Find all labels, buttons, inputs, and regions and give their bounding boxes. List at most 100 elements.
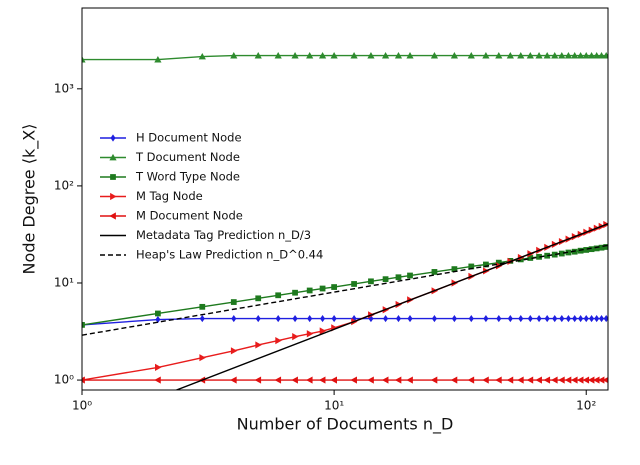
data-point — [254, 51, 262, 59]
data-point — [198, 52, 206, 60]
data-point — [496, 314, 502, 323]
data-point — [594, 314, 600, 323]
data-point — [82, 376, 85, 384]
data-point — [291, 51, 299, 59]
data-point — [318, 51, 327, 59]
legend-label: M Tag Node — [136, 189, 203, 203]
data-point — [559, 314, 565, 323]
data-point — [517, 376, 524, 384]
data-point — [578, 314, 584, 323]
data-point — [155, 310, 161, 317]
data-point — [395, 274, 402, 281]
y-tick-label: 10² — [54, 178, 74, 192]
data-point — [450, 51, 459, 59]
data-point — [526, 376, 534, 384]
data-point — [543, 51, 551, 59]
data-point — [330, 51, 338, 59]
data-point — [593, 51, 601, 59]
legend-marker — [110, 192, 117, 201]
data-point — [381, 51, 390, 59]
legend-marker — [110, 134, 116, 142]
data-point — [430, 51, 439, 59]
data-point — [535, 376, 542, 384]
data-point — [495, 51, 503, 59]
data-point — [543, 376, 551, 384]
legend-label: T Word Type Node — [135, 170, 240, 184]
data-point — [306, 330, 314, 338]
data-point — [482, 376, 489, 384]
data-point — [593, 376, 600, 384]
data-point — [467, 376, 475, 384]
data-point — [506, 376, 514, 384]
data-point — [602, 51, 608, 59]
data-point — [564, 51, 573, 59]
data-point — [350, 51, 358, 59]
data-point — [582, 51, 590, 59]
data-point — [254, 376, 262, 384]
data-point — [565, 249, 572, 256]
data-point — [495, 376, 502, 384]
data-point — [431, 314, 437, 323]
data-point — [517, 51, 525, 59]
data-point — [255, 295, 262, 302]
data-point — [583, 314, 589, 323]
data-point — [544, 314, 550, 323]
data-point — [407, 272, 413, 279]
data-point — [587, 376, 595, 384]
data-point — [572, 314, 578, 323]
data-point — [597, 51, 606, 59]
x-tick-label: 10² — [576, 399, 596, 413]
data-point — [255, 314, 261, 323]
data-point — [430, 376, 438, 384]
data-point — [230, 376, 237, 384]
plot-area — [82, 51, 608, 390]
data-point — [231, 314, 237, 323]
data-point — [275, 314, 281, 323]
data-point — [451, 266, 458, 272]
data-point — [451, 314, 457, 323]
data-point — [526, 51, 534, 59]
data-point — [199, 314, 205, 323]
data-point — [331, 284, 337, 290]
x-tick-label: 10⁰ — [72, 399, 92, 413]
legend-label: H Document Node — [136, 131, 242, 145]
data-point — [394, 51, 403, 59]
data-point — [551, 51, 559, 59]
data-point — [535, 51, 543, 59]
data-point — [582, 376, 590, 384]
y-axis-label: Node Degree ⟨k_X⟩ — [20, 124, 40, 275]
series-line — [82, 317, 607, 326]
data-point — [367, 376, 374, 384]
data-point — [306, 51, 314, 59]
data-point — [482, 51, 490, 59]
data-point — [564, 376, 572, 384]
series-line — [82, 244, 608, 336]
legend-marker — [109, 212, 116, 220]
data-point — [551, 376, 558, 384]
data-point — [571, 51, 579, 59]
data-point — [292, 289, 298, 296]
data-point — [406, 376, 413, 384]
data-point — [383, 314, 389, 323]
x-tick-label: 10¹ — [324, 399, 344, 413]
data-point — [571, 376, 578, 384]
data-point — [577, 376, 584, 384]
data-point — [330, 376, 337, 384]
data-point — [350, 376, 357, 384]
data-point — [431, 269, 438, 275]
data-point — [275, 292, 282, 299]
data-point — [450, 376, 458, 384]
data-point — [599, 314, 605, 323]
data-point — [558, 376, 565, 384]
data-point — [274, 51, 282, 59]
data-point — [603, 314, 608, 323]
data-point — [255, 341, 262, 349]
data-point — [467, 51, 475, 59]
legend-label: Heap's Law Prediction n_D^0.44 — [136, 248, 323, 262]
data-point — [483, 314, 489, 323]
data-point — [82, 322, 85, 328]
data-point — [230, 51, 238, 59]
data-point — [406, 51, 414, 59]
y-tick-label: 10³ — [54, 81, 74, 95]
y-tick-label: 10¹ — [54, 275, 74, 289]
